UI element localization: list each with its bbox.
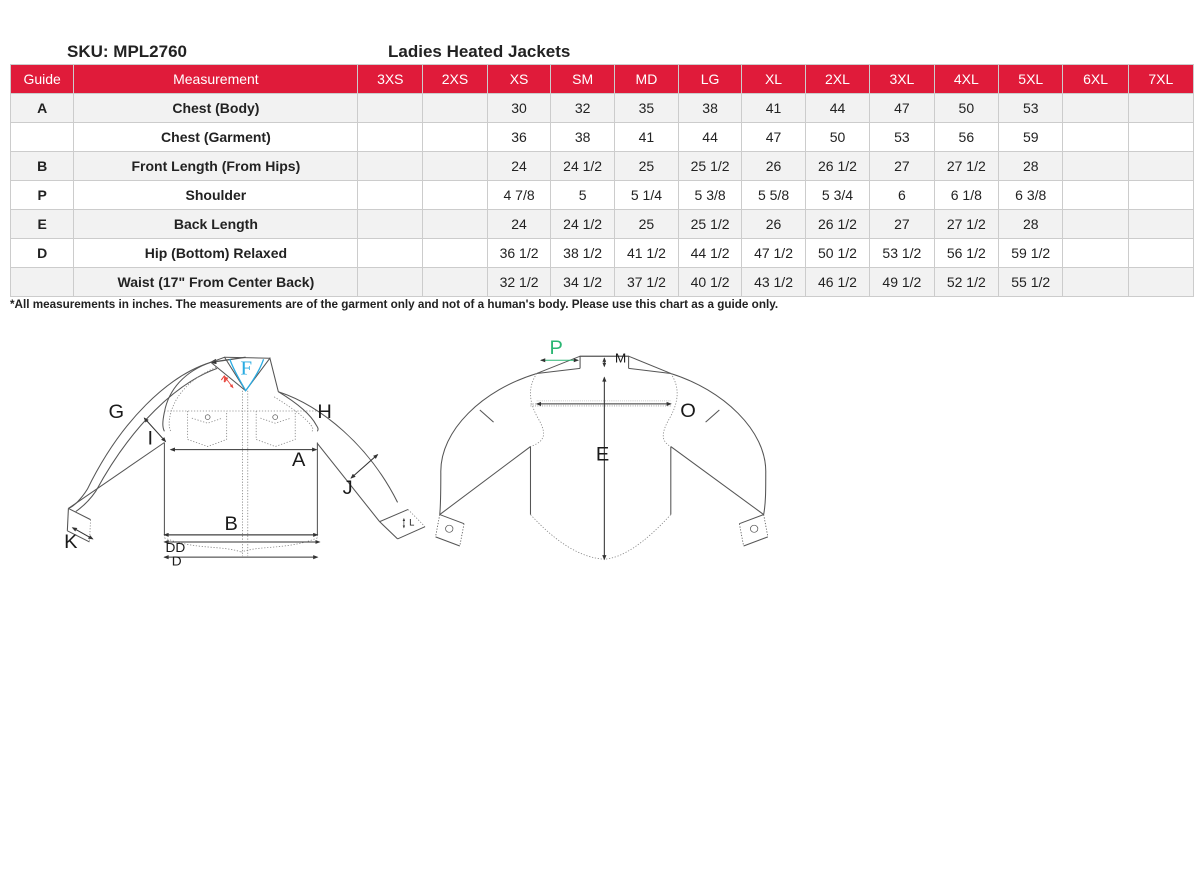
svg-text:A: A — [292, 449, 306, 471]
svg-text:I: I — [148, 428, 154, 450]
svg-text:L: L — [409, 518, 414, 528]
svg-text:P: P — [549, 338, 562, 360]
svg-text:E: E — [596, 444, 609, 466]
svg-text:K: K — [64, 531, 77, 553]
svg-text:D: D — [172, 554, 182, 569]
svg-text:O: O — [680, 400, 696, 422]
svg-text:B: B — [225, 513, 238, 535]
svg-text:H: H — [317, 401, 331, 423]
svg-text:N: N — [219, 374, 229, 385]
svg-text:F: F — [240, 358, 252, 380]
svg-text:G: G — [108, 401, 124, 423]
svg-text:J: J — [343, 478, 353, 500]
svg-text:M: M — [615, 351, 626, 366]
